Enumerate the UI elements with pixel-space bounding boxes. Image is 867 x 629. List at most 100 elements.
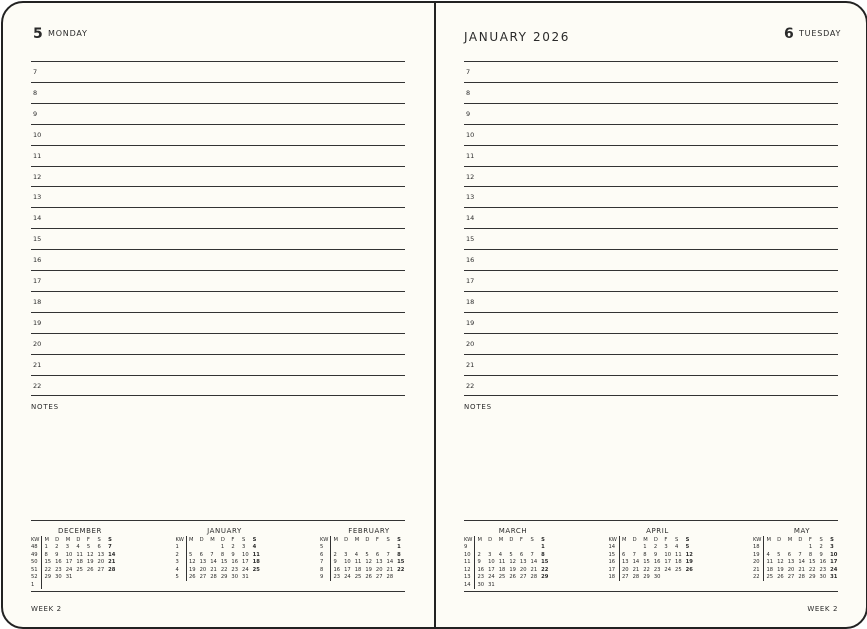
date-cell	[507, 544, 518, 552]
week-number: 19	[753, 551, 765, 559]
date-cell: 29	[220, 574, 228, 581]
weekday-header: M	[477, 536, 482, 543]
hour-rule	[464, 144, 838, 146]
date-cell: 3	[488, 551, 492, 558]
date-cell	[764, 544, 775, 552]
date-cell: 22	[220, 566, 228, 573]
weekday-header: F	[519, 536, 523, 543]
date-cell	[74, 581, 85, 589]
week-number: 21	[753, 566, 765, 574]
week-number: 52	[31, 573, 43, 581]
date-cell: 6	[787, 551, 792, 558]
hour-rule	[31, 353, 405, 355]
date-cell: 19	[685, 559, 693, 566]
week-number: 14	[464, 581, 476, 589]
weekday-header: D	[777, 536, 782, 543]
calendar-top-rule	[464, 520, 838, 521]
week-number: 1	[31, 581, 43, 589]
weekday-header: M	[354, 536, 360, 543]
date-cell: 24	[830, 566, 838, 573]
hour-rule	[464, 353, 838, 355]
weekday-header: D	[632, 536, 637, 543]
weekday-header: M	[44, 536, 49, 543]
weekday-header: M	[766, 536, 771, 543]
date-cell: 21	[210, 566, 217, 573]
date-cell: 11	[766, 559, 774, 566]
date-cell: 25	[354, 574, 362, 581]
weekday-header: F	[375, 536, 379, 543]
date-cell: 16	[231, 559, 239, 566]
calendar-header-row: KW M D M D F S S	[753, 536, 839, 544]
date-cell: 15	[808, 559, 816, 566]
calendar-header-row: KW M D M D F S S	[175, 536, 262, 544]
date-cell: 7	[108, 544, 112, 551]
date-cell: 5	[86, 544, 91, 551]
weekday-header: D	[220, 536, 225, 543]
date-cell: 7	[530, 551, 534, 558]
date-cell: 16	[55, 559, 62, 566]
mini-calendar-grid: KW M D M D F S S 48 1 2 3 4 5 6 7 49 8 9 10 11 12 13 14 50 15 16 17…	[31, 536, 117, 589]
date-cell: 30	[819, 574, 827, 581]
weekday-header: F	[231, 536, 235, 543]
weekday-header: S	[819, 536, 823, 543]
weekday-header: KW	[320, 536, 332, 544]
calendar-bottom-rule	[31, 591, 405, 592]
weekday-header: F	[86, 536, 90, 543]
date-cell: 8	[808, 551, 813, 558]
date-cell: 14	[386, 559, 394, 566]
hour-label: 14	[33, 214, 42, 223]
hour-rule	[31, 61, 405, 62]
hour-rule	[464, 311, 838, 313]
day-name: MONDAY	[48, 29, 88, 38]
date-cell: 14	[210, 559, 217, 566]
week-number: 15	[608, 551, 620, 559]
weekday-header: M	[787, 536, 793, 543]
date-cell: 26	[365, 574, 372, 581]
date-cell: 8	[397, 551, 401, 558]
date-cell: 31	[242, 574, 249, 581]
hour-rule	[464, 207, 838, 209]
date-cell: 22	[643, 566, 650, 573]
week-row: 4 19 20 21 22 23 24 25	[175, 566, 262, 574]
week-row: 1	[31, 581, 117, 589]
date-cell: 4	[498, 551, 503, 558]
hour-label: 21	[33, 360, 42, 369]
date-cell: 1	[44, 544, 48, 551]
date-cell	[106, 581, 117, 589]
hour-rule	[464, 374, 838, 376]
mini-calendar-march: MARCH KW M D M D F S S 9 1 10 2 3 4 5 6 7 8 11 9 10 11 12 13 14 15…	[464, 527, 550, 589]
date-cell: 13	[519, 559, 527, 566]
date-cell: 26	[685, 566, 693, 573]
mini-calendar-month-name: DECEMBER	[57, 527, 103, 535]
date-cell: 27	[97, 566, 105, 573]
date-cell	[475, 544, 486, 552]
date-cell	[208, 544, 219, 552]
date-cell: 19	[365, 566, 372, 573]
date-cell: 18	[498, 566, 506, 573]
date-cell: 28	[210, 574, 217, 581]
week-row: 11 9 10 11 12 13 14 15	[464, 558, 550, 566]
weekday-header: S	[397, 536, 401, 543]
date-cell: 3	[664, 544, 668, 551]
date-cell	[363, 544, 374, 552]
date-cell	[673, 574, 684, 582]
mini-calendar-month-name: MAY	[793, 527, 811, 535]
hour-label: 22	[33, 381, 42, 390]
date-cell: 3	[242, 544, 246, 551]
week-number: 8	[320, 566, 332, 574]
date-cell: 17	[65, 559, 73, 566]
date-cell: 4	[675, 544, 679, 551]
week-row: 18 1 2 3	[753, 543, 839, 552]
date-cell: 26	[509, 574, 516, 581]
mini-calendar-month-name: FEBRUARY	[348, 527, 390, 535]
hour-rule	[31, 186, 405, 188]
date-cell: 8	[220, 551, 225, 558]
date-cell: 25	[498, 574, 506, 581]
hour-label: 18	[33, 297, 42, 306]
date-cell: 31	[830, 574, 838, 581]
date-cell: 9	[55, 551, 59, 558]
hour-rule	[31, 165, 405, 167]
